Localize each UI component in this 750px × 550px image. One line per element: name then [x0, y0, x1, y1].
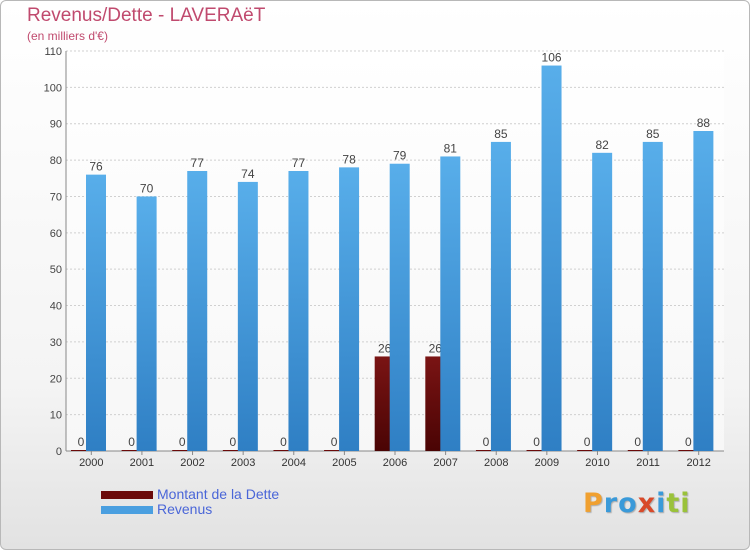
bar-debt-2003: [222, 450, 243, 451]
x-tick-label: 2004: [282, 457, 306, 469]
legend-swatch-revenue: [101, 506, 153, 514]
bar-revenue-2004: [288, 171, 309, 451]
y-tick-label: 0: [56, 446, 62, 458]
data-label-debt-2012: 0: [685, 435, 692, 449]
data-label-revenue-2003: 74: [241, 167, 255, 181]
bar-revenue-2007: [440, 156, 461, 452]
data-label-debt-2006: 26: [378, 341, 392, 355]
data-label-debt-2004: 0: [280, 435, 287, 449]
bar-debt-2002: [172, 450, 193, 451]
logo-letter: i: [680, 488, 691, 519]
x-tick-label: 2000: [79, 457, 103, 469]
data-label-debt-2002: 0: [179, 435, 186, 449]
bar-debt-2010: [577, 450, 598, 451]
data-label-revenue-2006: 79: [393, 149, 407, 163]
data-label-revenue-2005: 78: [342, 152, 356, 166]
data-label-revenue-2007: 81: [444, 141, 458, 155]
y-tick-label: 70: [50, 191, 62, 203]
data-label-debt-2005: 0: [331, 435, 338, 449]
chart-subtitle: (en milliers d'€): [27, 29, 108, 43]
y-tick-label: 100: [44, 82, 62, 94]
y-tick-label: 60: [50, 228, 62, 240]
data-label-revenue-2002: 77: [191, 156, 205, 170]
x-tick-label: 2003: [231, 457, 255, 469]
logo-letter: r: [603, 488, 619, 519]
legend-label-revenue: Revenus: [157, 501, 213, 517]
bar-revenue-2000: [86, 174, 106, 452]
bar-revenue-2003: [237, 181, 258, 451]
bar-debt-2000: [71, 450, 91, 451]
y-tick-label: 40: [50, 301, 62, 313]
data-label-revenue-2001: 70: [140, 181, 154, 195]
x-tick-label: 2005: [332, 457, 356, 469]
x-tick-label: 2001: [130, 457, 154, 469]
y-tick-label: 10: [50, 410, 62, 422]
logo-letter: o: [618, 488, 638, 519]
chart-title: Revenus/Dette - LAVERAëT: [27, 5, 266, 26]
data-label-debt-2011: 0: [634, 435, 641, 449]
bar-debt-2001: [121, 450, 142, 451]
data-label-revenue-2009: 106: [542, 51, 562, 65]
data-label-revenue-2011: 85: [646, 127, 660, 141]
bar-revenue-2002: [187, 171, 208, 451]
proxiti-logo: Proxiti: [583, 488, 691, 519]
data-label-revenue-2012: 88: [697, 116, 711, 130]
data-label-debt-2010: 0: [584, 435, 591, 449]
data-label-debt-2008: 0: [483, 435, 490, 449]
bar-revenue-2010: [592, 152, 613, 451]
logo-letter: P: [583, 488, 604, 519]
data-label-debt-2001: 0: [128, 435, 135, 449]
logo-letter: t: [666, 488, 681, 519]
legend-swatch-debt: [101, 491, 153, 499]
x-tick-label: 2011: [636, 457, 660, 469]
x-tick-label: 2009: [535, 457, 559, 469]
logo-letter: i: [656, 488, 667, 519]
bar-debt-2004: [273, 450, 294, 451]
data-label-revenue-2008: 85: [494, 127, 508, 141]
data-label-debt-2007: 26: [429, 341, 443, 355]
data-label-revenue-2000: 76: [89, 160, 103, 174]
x-tick-label: 2002: [180, 457, 204, 469]
data-label-debt-2003: 0: [230, 435, 237, 449]
bar-revenue-2006: [389, 163, 410, 451]
bar-debt-2005: [324, 450, 345, 451]
y-tick-label: 110: [44, 46, 62, 58]
y-tick-label: 90: [50, 119, 62, 131]
bar-revenue-2005: [339, 167, 360, 451]
bar-debt-2009: [526, 450, 547, 451]
bar-revenue-2012: [693, 131, 714, 451]
data-label-revenue-2004: 77: [292, 156, 306, 170]
bar-revenue-2011: [642, 141, 663, 451]
y-tick-label: 30: [50, 337, 62, 349]
y-tick-label: 80: [50, 155, 62, 167]
bar-debt-2008: [475, 450, 496, 451]
x-tick-label: 2006: [383, 457, 407, 469]
data-label-debt-2009: 0: [533, 435, 540, 449]
y-tick-label: 50: [50, 264, 62, 276]
x-tick-label: 2010: [585, 457, 609, 469]
data-label-debt-2000: 0: [78, 435, 85, 449]
bar-debt-2011: [627, 450, 648, 451]
bar-revenue-2008: [490, 141, 511, 451]
x-tick-label: 2012: [686, 457, 710, 469]
legend-label-debt: Montant de la Dette: [157, 486, 280, 502]
bar-revenue-2009: [541, 65, 562, 451]
data-label-revenue-2010: 82: [595, 138, 609, 152]
bar-debt-2012: [678, 450, 699, 451]
x-tick-label: 2008: [484, 457, 508, 469]
x-tick-label: 2007: [433, 457, 457, 469]
y-tick-label: 20: [50, 373, 62, 385]
logo-letter: x: [637, 488, 657, 519]
bar-revenue-2001: [136, 196, 157, 451]
